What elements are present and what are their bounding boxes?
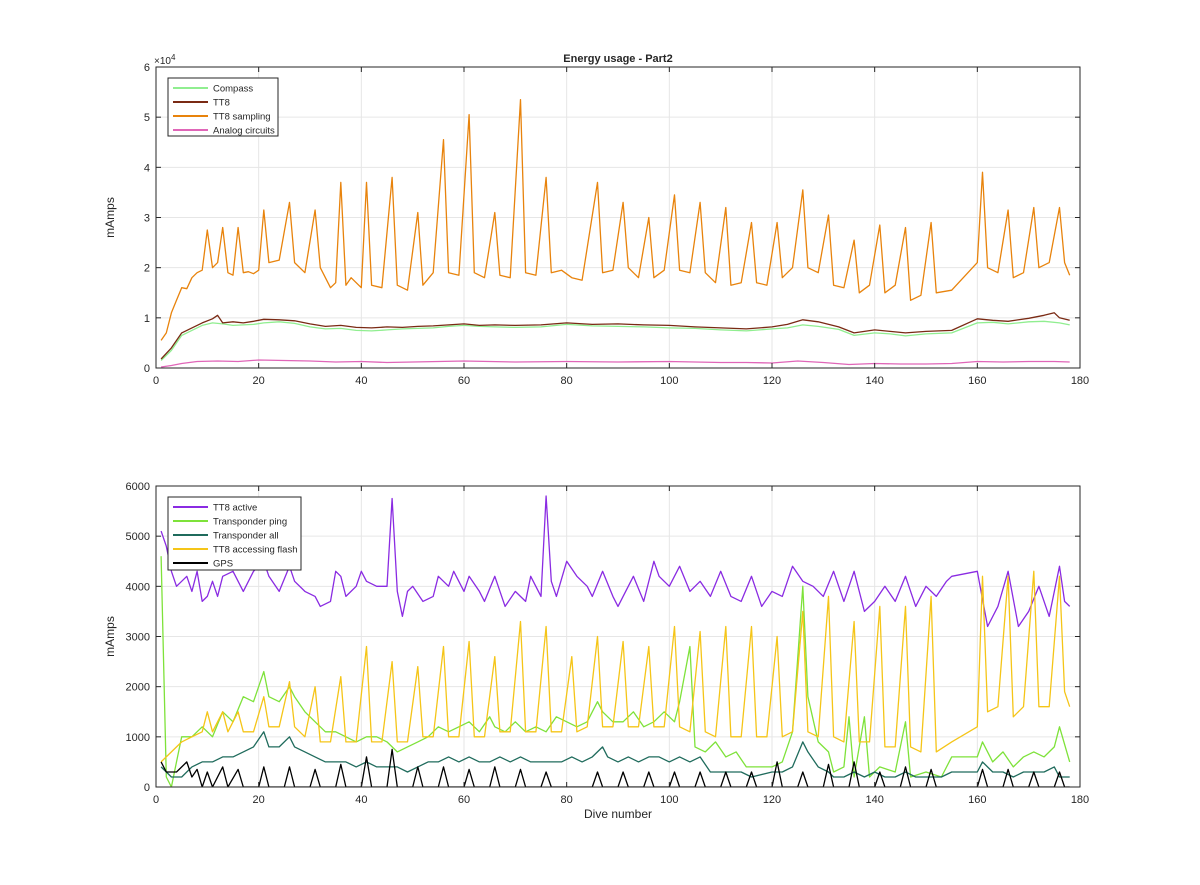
- y-tick-label: 2: [144, 263, 150, 275]
- legend-label: TT8: [213, 98, 230, 109]
- y-tick-label: 3: [144, 213, 150, 225]
- x-tick-label: 100: [660, 794, 678, 806]
- x-tick-label: 180: [1071, 794, 1089, 806]
- series-line-gps: [160, 748, 1070, 787]
- x-tick-label: 80: [561, 794, 573, 806]
- y-tick-label: 1000: [126, 732, 150, 744]
- legend-item: TT8 accessing flash: [173, 545, 297, 556]
- x-tick-label: 20: [253, 794, 265, 806]
- legend-label: TT8 sampling: [213, 112, 271, 123]
- y-tick-label: 1: [144, 313, 150, 325]
- y-tick-label: 3000: [126, 632, 150, 644]
- series-line-tt8-accessing-flash: [160, 570, 1071, 763]
- legend-label: Transponder all: [213, 531, 279, 542]
- x-tick-label: 40: [355, 375, 367, 387]
- y-exponent-base: ×10: [154, 56, 171, 67]
- legend: Compass TT8 TT8 sampling Analog circuits: [167, 77, 279, 137]
- series-line-compass: [160, 320, 1070, 361]
- y-tick-label: 0: [144, 363, 150, 375]
- series-line-analog-circuits: [161, 359, 1070, 368]
- legend-item: Transponder ping: [173, 517, 287, 528]
- x-tick-label: 140: [865, 375, 883, 387]
- x-tick-label: 40: [355, 794, 367, 806]
- y-tick-label: 0: [144, 782, 150, 794]
- x-tick-label: 0: [153, 375, 159, 387]
- y-tick-label: 4: [144, 162, 150, 174]
- series-line-transponder-ping: [160, 556, 1071, 787]
- y-tick-label: 4000: [126, 581, 150, 593]
- legend: TT8 active Transponder ping Transponder al…: [167, 496, 302, 571]
- x-tick-label: 120: [763, 794, 781, 806]
- series-line-tt8: [160, 312, 1070, 360]
- x-tick-label: 160: [968, 794, 986, 806]
- legend-item: Transponder all: [173, 531, 279, 542]
- legend-label: GPS: [213, 559, 233, 570]
- legend-label: Analog circuits: [213, 126, 275, 137]
- legend-label: TT8 accessing flash: [213, 545, 297, 556]
- x-tick-label: 140: [865, 794, 883, 806]
- y-tick-label: 6: [144, 62, 150, 74]
- y-axis-label: mAmps: [103, 197, 117, 238]
- y-tick-label: 5000: [126, 531, 150, 543]
- bottom-energy-chart: 0 20 40 60 80 100 120 140 160 180 0 1000 2000 3000 400…: [103, 481, 1089, 821]
- series-line-tt8-sampling: [160, 98, 1071, 341]
- legend-item: TT8: [173, 98, 230, 109]
- x-axis-label: Dive number: [584, 807, 652, 821]
- x-tick-label: 60: [458, 375, 470, 387]
- y-axis-label: mAmps: [103, 616, 117, 657]
- legend-item: Analog circuits: [173, 126, 275, 137]
- chart-title: Energy usage - Part2: [563, 53, 672, 65]
- y-exponent-power: 4: [171, 53, 176, 62]
- x-tick-label: 60: [458, 794, 470, 806]
- series-lines: [160, 495, 1071, 787]
- legend-box: [167, 496, 302, 571]
- series-lines: [160, 98, 1071, 368]
- legend-item: GPS: [173, 559, 233, 570]
- x-tick-label: 120: [763, 375, 781, 387]
- y-exponent-label: ×104: [154, 53, 176, 67]
- x-tick-label: 180: [1071, 375, 1089, 387]
- x-tick-label: 0: [153, 794, 159, 806]
- legend-label: Transponder ping: [213, 517, 287, 528]
- legend-item: Compass: [173, 84, 253, 95]
- y-tick-label: 2000: [126, 682, 150, 694]
- legend-label: Compass: [213, 84, 253, 95]
- x-tick-label: 80: [561, 375, 573, 387]
- legend-label: TT8 active: [213, 503, 257, 514]
- series-line-tt8-active: [160, 495, 1071, 628]
- legend-item: TT8 active: [173, 503, 257, 514]
- x-tick-label: 100: [660, 375, 678, 387]
- legend-item: TT8 sampling: [173, 112, 271, 123]
- y-tick-label: 5: [144, 112, 150, 124]
- x-tick-label: 20: [253, 375, 265, 387]
- y-tick-label: 6000: [126, 481, 150, 493]
- x-tick-label: 160: [968, 375, 986, 387]
